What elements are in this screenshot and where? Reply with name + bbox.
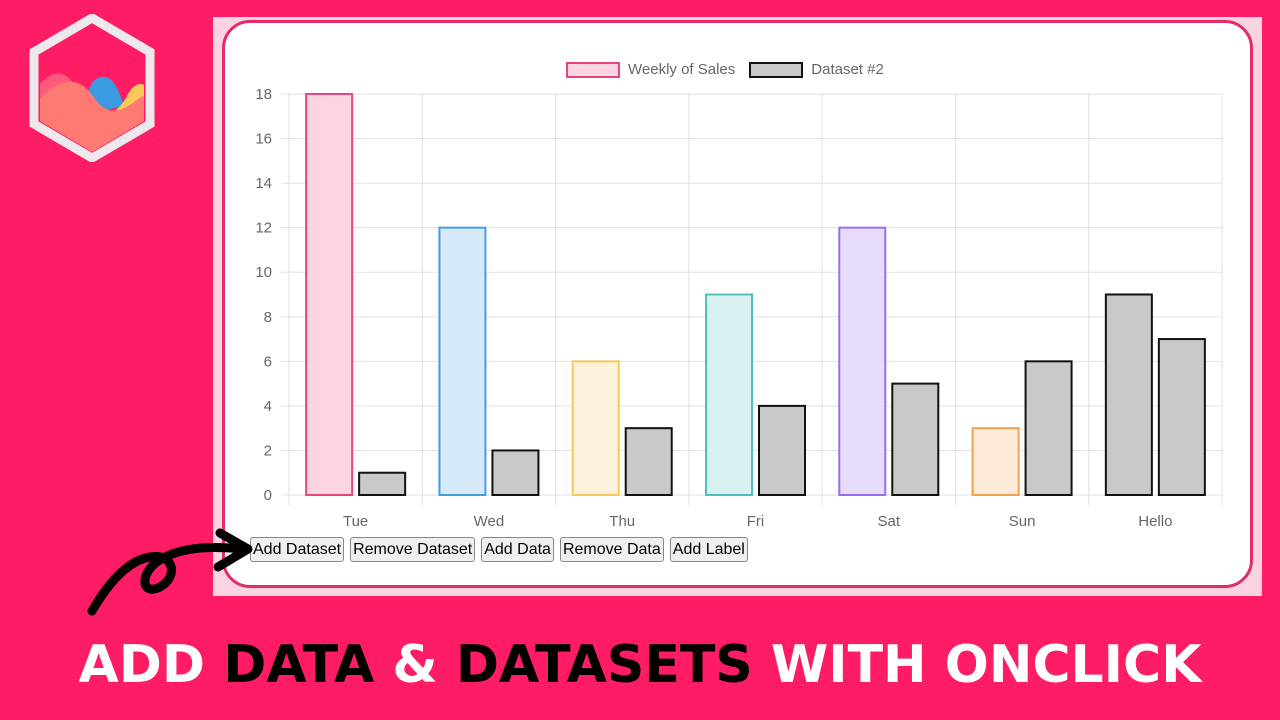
legend-item-weekly-of-sales[interactable]: Weekly of Sales	[566, 61, 735, 78]
bar-weekly-of-sales	[438, 226, 487, 497]
bar-weekly-of-sales	[838, 226, 887, 497]
bar-dataset-2	[491, 449, 540, 497]
bar-dataset-2	[758, 404, 806, 496]
bar-dataset-2	[1157, 338, 1206, 496]
bar-chart: 0 2 4 6 8 10 12 14 16 18 Tue Wed Thu Fri Sat Sun Hello	[255, 86, 1223, 530]
y-tick-label: 14	[255, 175, 272, 192]
title-part: ADD	[78, 635, 224, 695]
y-tick-label: 12	[255, 220, 272, 237]
button-row: Add Dataset Remove Dataset Add Data Remo…	[250, 537, 748, 562]
bar-dataset-2	[624, 427, 673, 496]
bar-weekly-of-sales	[705, 293, 753, 496]
legend-item-dataset-2[interactable]: Dataset #2	[749, 61, 884, 78]
video-title: ADD DATA & DATASETS WITH ONCLICK	[0, 628, 1280, 702]
legend-label: Weekly of Sales	[628, 61, 736, 78]
add-dataset-button[interactable]: Add Dataset	[250, 537, 345, 562]
x-tick-label: Wed	[474, 513, 505, 530]
bar-dataset-2	[358, 471, 407, 497]
x-tick-label: Sat	[878, 513, 901, 530]
add-label-button[interactable]: Add Label	[669, 537, 748, 562]
x-tick-label: Thu	[609, 513, 635, 530]
y-tick-label: 18	[255, 86, 272, 103]
title-part: DATA	[223, 635, 393, 695]
remove-data-button[interactable]: Remove Data	[559, 537, 664, 562]
legend-swatch	[749, 61, 804, 78]
x-tick-label: Sun	[1009, 513, 1036, 530]
title-part: &	[392, 635, 456, 695]
remove-dataset-button[interactable]: Remove Dataset	[350, 537, 476, 562]
hand-drawn-arrow-icon	[87, 528, 253, 616]
legend-swatch	[566, 61, 620, 78]
bar-weekly-of-sales	[971, 427, 1020, 496]
title-part: DATASETS	[455, 635, 771, 695]
bar-weekly-of-sales	[571, 360, 620, 497]
bar-dataset-2	[1024, 360, 1073, 497]
add-data-button[interactable]: Add Data	[481, 537, 554, 562]
bar-weekly-of-sales	[305, 93, 354, 496]
legend-label: Dataset #2	[811, 61, 884, 78]
y-tick-label: 8	[264, 309, 272, 326]
chartjs-logo-icon	[29, 14, 155, 162]
y-tick-label: 0	[264, 487, 272, 504]
y-tick-label: 6	[264, 353, 272, 370]
x-tick-label: Hello	[1138, 513, 1172, 530]
x-tick-label: Tue	[343, 513, 368, 530]
y-tick-label: 16	[255, 131, 272, 148]
y-tick-label: 2	[264, 442, 272, 459]
y-tick-label: 4	[264, 398, 272, 415]
bar-dataset-2	[891, 382, 940, 496]
chart-legend: Weekly of Sales Dataset #2	[566, 61, 898, 78]
bar-weekly-of-sales	[1104, 293, 1153, 496]
y-tick-label: 10	[255, 264, 272, 281]
title-part: WITH ONCLICK	[770, 635, 1202, 695]
x-tick-label: Fri	[747, 513, 765, 530]
